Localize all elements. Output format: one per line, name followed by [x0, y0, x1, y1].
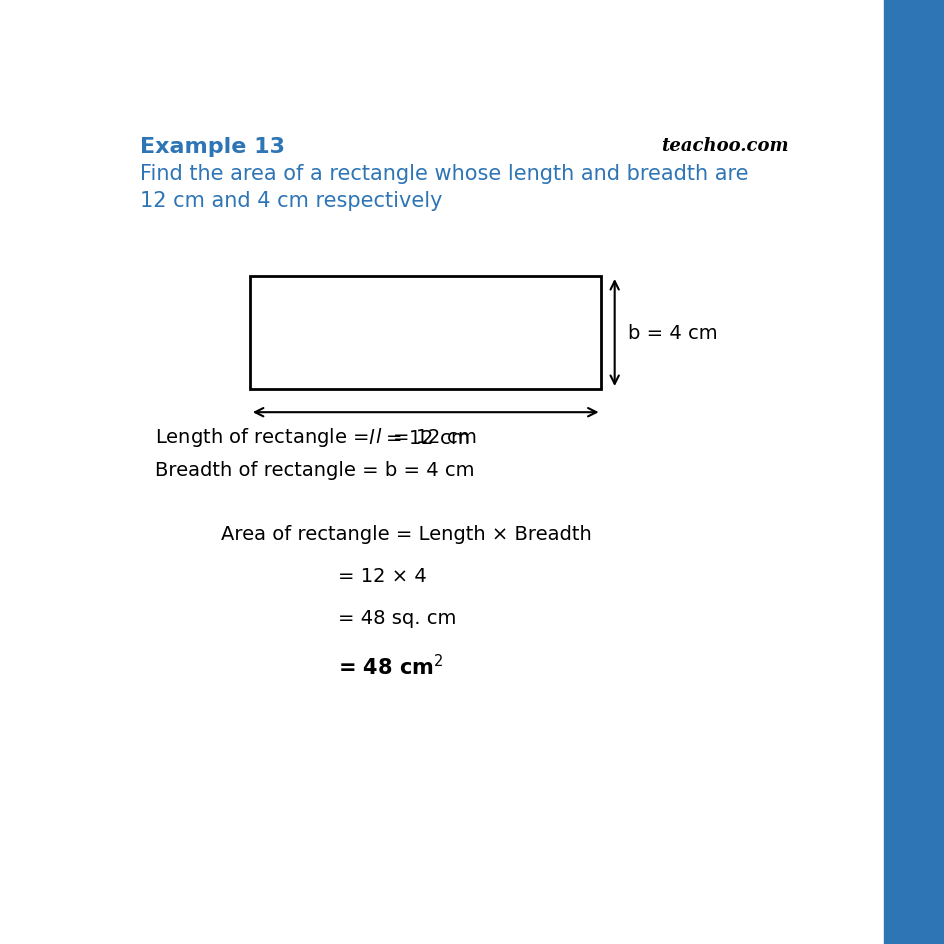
Text: teachoo.com: teachoo.com: [660, 137, 787, 155]
Text: = 12 × 4: = 12 × 4: [337, 566, 426, 585]
Text: Example 13: Example 13: [140, 137, 285, 157]
Text: b = 4 cm: b = 4 cm: [627, 324, 716, 343]
Text: = 48 sq. cm: = 48 sq. cm: [337, 608, 456, 627]
Text: Find the area of a rectangle whose length and breadth are: Find the area of a rectangle whose lengt…: [140, 164, 748, 184]
Text: 12 cm and 4 cm respectively: 12 cm and 4 cm respectively: [140, 191, 442, 211]
Bar: [249, 277, 600, 390]
Text: Length of rectangle = $\it{l}$  = 12 cm: Length of rectangle = $\it{l}$ = 12 cm: [155, 426, 476, 448]
Text: Area of rectangle = Length × Breadth: Area of rectangle = Length × Breadth: [220, 524, 591, 543]
Text: $\it{l}$  = 12 cm: $\it{l}$ = 12 cm: [367, 429, 468, 447]
Text: Breadth of rectangle = b = 4 cm: Breadth of rectangle = b = 4 cm: [155, 461, 474, 480]
Text: = 48 cm$^2$: = 48 cm$^2$: [337, 653, 443, 679]
